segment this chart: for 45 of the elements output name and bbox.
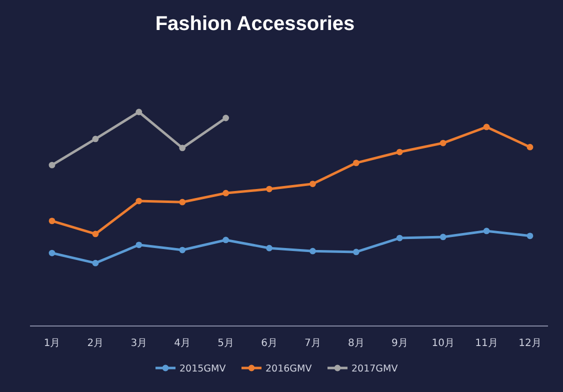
point: [483, 124, 490, 130]
x-tick-label: 2月: [87, 338, 104, 349]
point: [48, 250, 56, 256]
x-tick-label: 8月: [348, 338, 364, 349]
point: [136, 198, 142, 204]
x-tick-label: 6月: [261, 338, 278, 349]
point: [352, 160, 360, 166]
point: [92, 230, 99, 238]
x-tick-label: 5月: [218, 338, 234, 349]
x-tick-label: 4月: [174, 338, 191, 349]
point: [136, 242, 142, 248]
point: [440, 140, 446, 146]
point: [48, 218, 56, 224]
point: [179, 246, 186, 254]
chart-title: Fashion Accessories: [155, 13, 355, 35]
x-tick-label: 9月: [391, 338, 408, 349]
point: [266, 244, 272, 252]
point: [310, 180, 316, 188]
point: [222, 114, 230, 122]
point: [266, 186, 272, 192]
point: [310, 248, 316, 254]
point: [136, 108, 142, 116]
point: [48, 162, 56, 168]
point: [396, 148, 403, 156]
point: [396, 234, 403, 242]
point: [526, 144, 534, 150]
point: [222, 190, 230, 196]
point: [179, 144, 186, 152]
point: [222, 236, 230, 244]
x-tick-label: 1月: [44, 338, 60, 349]
point: [483, 228, 490, 234]
point: [92, 136, 99, 142]
point: [352, 248, 360, 256]
legend-label: 2015GMV: [180, 364, 226, 374]
x-tick-label: 7月: [304, 338, 321, 349]
x-tick-label: 3月: [130, 338, 148, 349]
legend-label: 2016GMV: [266, 364, 312, 374]
point: [440, 234, 446, 240]
point: [92, 260, 99, 266]
legend-label: 2017GMV: [352, 364, 398, 374]
point: [179, 198, 186, 206]
x-tick-label: 12月: [518, 338, 542, 349]
point: [526, 232, 534, 240]
x-tick-label: 10月: [432, 338, 454, 349]
x-tick-label: 11月: [475, 338, 498, 349]
